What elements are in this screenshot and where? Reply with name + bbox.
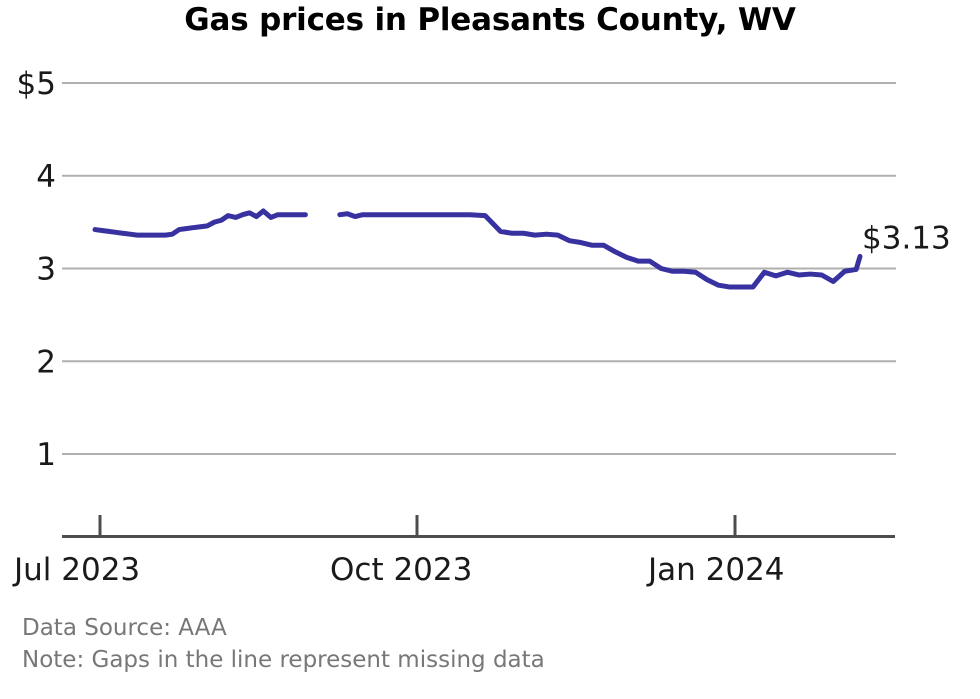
missing-data-note: Note: Gaps in the line represent missing… [22,647,545,673]
y-axis-tick-label: 3 [36,252,56,288]
x-axis-tick-label-group: Jul 2023 Oct 2023 Jan 2024 [12,552,785,588]
gridline-group [62,82,896,455]
x-axis-tick-label: Jul 2023 [12,552,140,588]
endpoint-value-label: $3.13 [862,220,951,256]
chart-title: Gas prices in Pleasants County, WV [184,2,796,38]
y-axis-tick-label: 4 [36,159,56,195]
price-line-segment [337,211,863,290]
x-axis-tick-label: Oct 2023 [330,552,472,588]
x-axis-tick-label: Jan 2024 [646,552,785,588]
chart-plot-area: $5 4 3 2 1 Jul 2023 Oct 2023 Jan 2024 $3.13 [12,66,951,588]
y-axis-tick-label: 1 [36,437,56,473]
data-source-note: Data Source: AAA [22,615,227,641]
price-line-series [92,208,863,290]
y-axis-tick-label: $5 [17,66,56,102]
price-line-segment [92,208,308,238]
y-axis-tick-label: 2 [36,344,56,380]
y-axis-tick-label-group: $5 4 3 2 1 [17,66,56,473]
footnote-block: Data Source: AAA Note: Gaps in the line … [22,612,545,676]
x-axis-tick-group [98,515,737,536]
